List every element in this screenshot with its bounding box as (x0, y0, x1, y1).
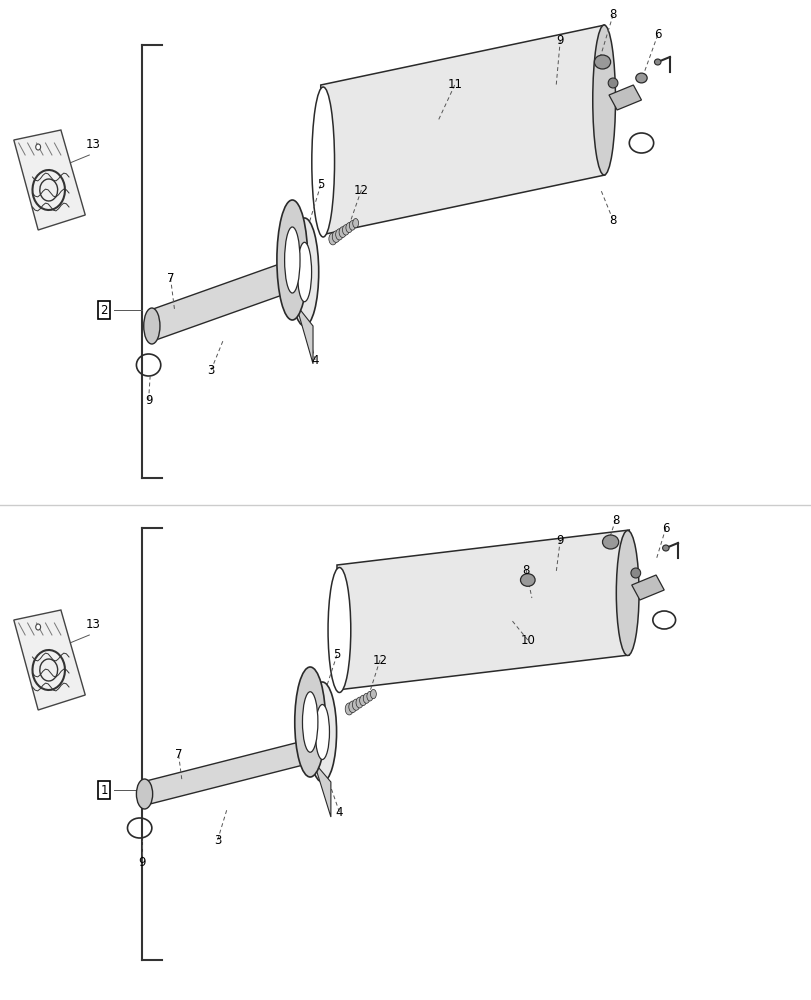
Polygon shape (150, 258, 296, 342)
Text: 11: 11 (447, 79, 461, 92)
Text: 12: 12 (372, 654, 387, 666)
Text: 5: 5 (316, 178, 324, 192)
Text: 10: 10 (520, 634, 534, 647)
Ellipse shape (355, 697, 363, 708)
Polygon shape (320, 25, 604, 235)
Ellipse shape (594, 55, 610, 69)
Ellipse shape (303, 692, 318, 752)
Ellipse shape (602, 535, 618, 549)
Text: 8: 8 (608, 214, 616, 227)
Text: 8: 8 (608, 8, 616, 21)
Ellipse shape (616, 530, 638, 656)
Text: 6: 6 (653, 28, 661, 41)
Text: 4: 4 (335, 806, 343, 818)
Ellipse shape (520, 574, 534, 586)
Ellipse shape (363, 693, 369, 703)
Text: 3: 3 (207, 363, 215, 376)
Ellipse shape (352, 699, 359, 710)
Ellipse shape (370, 689, 375, 699)
Text: 12: 12 (354, 184, 368, 196)
Ellipse shape (311, 87, 334, 237)
Text: 9: 9 (556, 534, 564, 546)
Polygon shape (608, 85, 641, 110)
Ellipse shape (328, 568, 350, 692)
Ellipse shape (635, 73, 646, 83)
Ellipse shape (277, 200, 307, 320)
Ellipse shape (359, 695, 366, 706)
Text: 5: 5 (333, 648, 341, 662)
Ellipse shape (308, 682, 337, 782)
Ellipse shape (36, 144, 41, 150)
Ellipse shape (630, 568, 640, 578)
Text: 4: 4 (311, 354, 319, 366)
Polygon shape (337, 530, 629, 690)
Text: 13: 13 (86, 138, 101, 151)
Polygon shape (14, 610, 85, 710)
Ellipse shape (607, 78, 617, 88)
Ellipse shape (328, 233, 337, 245)
Text: 3: 3 (213, 834, 221, 846)
Ellipse shape (662, 545, 668, 551)
Ellipse shape (654, 59, 660, 65)
Ellipse shape (144, 308, 160, 344)
Ellipse shape (352, 219, 358, 228)
Polygon shape (14, 130, 85, 230)
Ellipse shape (297, 242, 311, 302)
Ellipse shape (345, 703, 353, 715)
Ellipse shape (332, 231, 340, 242)
Ellipse shape (349, 701, 356, 713)
Ellipse shape (367, 691, 372, 701)
Polygon shape (295, 304, 313, 364)
Ellipse shape (36, 624, 41, 630)
Text: 9: 9 (144, 393, 152, 406)
Ellipse shape (315, 704, 329, 760)
Text: 8: 8 (611, 514, 619, 526)
Ellipse shape (335, 229, 343, 240)
Ellipse shape (290, 218, 318, 326)
Ellipse shape (345, 223, 352, 233)
Ellipse shape (136, 779, 152, 809)
Ellipse shape (294, 667, 325, 777)
Text: 8: 8 (521, 564, 530, 576)
Text: 7: 7 (174, 748, 182, 762)
Text: 2: 2 (100, 304, 108, 316)
Polygon shape (313, 762, 331, 817)
Text: 9: 9 (138, 856, 146, 868)
Text: 1: 1 (100, 784, 108, 796)
Ellipse shape (342, 225, 349, 235)
Text: 9: 9 (556, 33, 564, 46)
Text: 7: 7 (166, 271, 174, 284)
Text: 6: 6 (661, 522, 669, 534)
Polygon shape (631, 575, 663, 600)
Polygon shape (142, 738, 315, 806)
Ellipse shape (592, 25, 615, 175)
Ellipse shape (349, 221, 355, 230)
Ellipse shape (339, 227, 345, 238)
Text: 13: 13 (86, 618, 101, 632)
Ellipse shape (284, 227, 300, 293)
